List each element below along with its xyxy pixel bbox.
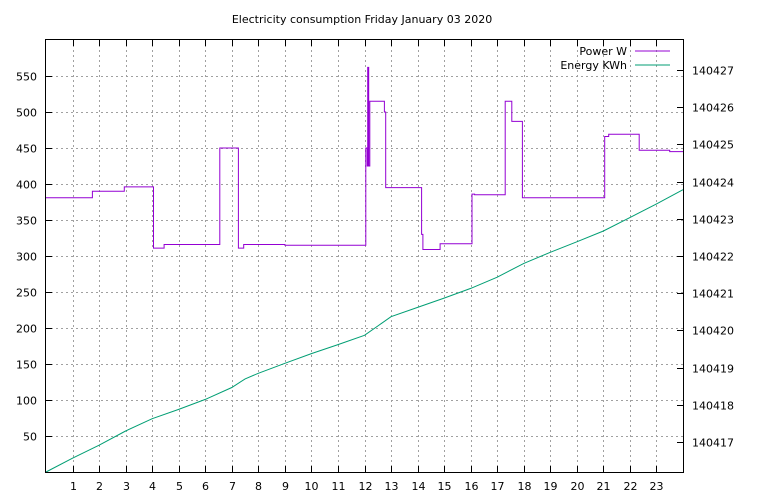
grid: [46, 40, 683, 472]
x-tick-label: 20: [571, 480, 585, 493]
x-tick-label: 23: [650, 480, 664, 493]
y-tick-label: 450: [16, 143, 37, 156]
y-tick-label: 400: [16, 179, 37, 192]
y2-tick-label: 140426: [692, 102, 734, 115]
legend-label-power: Power W: [579, 45, 627, 58]
x-tick-label: 9: [282, 480, 289, 493]
y2-tick-label: 140427: [692, 65, 734, 78]
x-tick-label: 15: [438, 480, 452, 493]
x-tick-label: 14: [412, 480, 426, 493]
chart-title: Electricity consumption Friday January 0…: [232, 13, 492, 26]
x-tick-label: 17: [491, 480, 505, 493]
y2-tick-label: 140425: [692, 139, 734, 152]
axis-ticks: 1 2 3 4 5 6 7 8 9 10 11 12 13 14 15 16 17 18 19 20 21 22 23501…: [16, 40, 734, 493]
y2-tick-label: 140423: [692, 214, 734, 227]
y2-tick-label: 140417: [692, 437, 734, 450]
x-tick-label: 13: [385, 480, 399, 493]
x-tick-label: 11: [332, 480, 346, 493]
x-tick-label: 3: [123, 480, 130, 493]
y-tick-label: 250: [16, 287, 37, 300]
series-layer: [45, 66, 684, 473]
x-tick-label: 12: [359, 480, 373, 493]
series-line-power: [46, 66, 683, 250]
y2-tick-label: 140419: [692, 363, 734, 376]
y-tick-label: 350: [16, 215, 37, 228]
y2-tick-label: 140424: [692, 177, 734, 190]
x-tick-label: 16: [465, 480, 479, 493]
y-tick-label: 150: [16, 359, 37, 372]
y-tick-label: 100: [16, 395, 37, 408]
y-tick-label: 550: [16, 71, 37, 84]
x-tick-label: 22: [624, 480, 638, 493]
x-tick-label: 18: [518, 480, 532, 493]
y-tick-label: 50: [23, 431, 37, 444]
x-tick-label: 10: [305, 480, 319, 493]
y2-tick-label: 140420: [692, 325, 734, 338]
x-tick-label: 7: [229, 480, 236, 493]
plot-frame: [45, 39, 684, 473]
x-tick-label: 21: [597, 480, 611, 493]
y2-tick-label: 140422: [692, 251, 734, 264]
x-tick-label: 19: [544, 480, 558, 493]
y-tick-label: 200: [16, 323, 37, 336]
x-tick-label: 6: [202, 480, 209, 493]
x-tick-label: 1: [70, 480, 77, 493]
x-tick-label: 4: [149, 480, 156, 493]
y2-tick-label: 140421: [692, 288, 734, 301]
y-tick-label: 500: [16, 107, 37, 120]
series-line-energy: [45, 189, 684, 473]
legend: Power W Energy KWh: [560, 45, 670, 72]
x-tick-label: 5: [176, 480, 183, 493]
legend-label-energy: Energy KWh: [560, 59, 627, 72]
y-tick-label: 300: [16, 251, 37, 264]
x-tick-label: 8: [255, 480, 262, 493]
x-tick-label: 2: [96, 480, 103, 493]
y2-tick-label: 140418: [692, 400, 734, 413]
